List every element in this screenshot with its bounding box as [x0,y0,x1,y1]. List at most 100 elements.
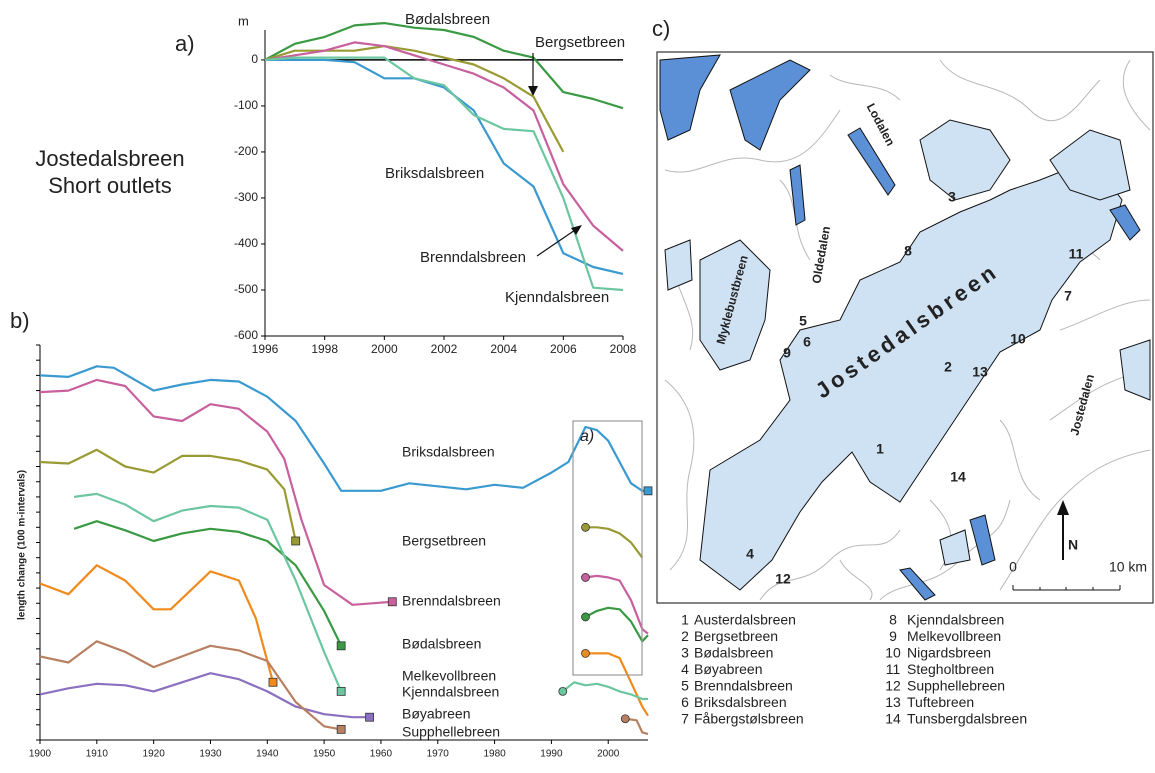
legend-name: Bøyabreen [694,661,762,677]
end-marker [336,724,346,734]
end-marker [365,712,374,722]
series-label: Brenndalsbreen [402,593,501,609]
scale-label: 0 [1009,559,1017,575]
series-line [39,448,644,559]
site-number: 2 [944,359,952,375]
legend-name: Tuftebreen [907,694,974,710]
legend-number: 10 [885,645,901,661]
site-number: 3 [948,189,956,205]
x-tick-label: 1950 [313,749,336,760]
x-tick-label: 2002 [431,342,458,356]
site-number: 9 [783,345,791,361]
legend-name: Nigardsbreen [907,645,991,661]
scale-label: 10 km [1109,559,1147,575]
start-marker [581,522,590,532]
legend-name: Briksdalsbreen [694,694,787,710]
x-tick-label: 1990 [540,749,563,760]
legend-name: Supphellebreen [907,678,1005,694]
legend-name: Austerdalsbreen [694,612,796,628]
y-tick-label: -100 [234,98,258,112]
legend-number: 14 [885,711,901,727]
series-line [73,520,649,647]
end-marker [268,677,278,687]
series-label: Bøyabreen [402,706,470,722]
site-number: 5 [799,313,807,329]
series-label: Bødalsbreen [402,636,481,652]
north-arrowhead [1057,500,1069,515]
series-line [265,58,624,275]
x-tick-label: 1980 [483,749,506,760]
legend-name: Brenndalsbreen [694,678,793,694]
x-tick-label: 1920 [143,749,166,760]
series-line [264,45,565,153]
legend-number: 5 [681,678,689,694]
site-number: 4 [746,546,754,562]
x-tick-label: 1900 [29,749,52,760]
panel-label: a) [175,31,195,56]
legend-number: 2 [681,628,689,644]
legend-number: 6 [681,694,689,710]
series-label: Kjenndalsbreen [402,684,499,700]
legend-number: 11 [886,661,901,677]
start-marker [620,714,630,724]
x-tick-label: 1910 [86,749,109,760]
series-line [39,564,649,717]
site-number: 12 [775,571,791,587]
y-tick-label: 0 [251,52,258,66]
end-marker [336,686,346,696]
x-tick-label: 1940 [256,749,279,760]
x-tick-label: 2004 [490,342,517,356]
site-number: 10 [1010,331,1026,347]
legend-number: 9 [889,628,897,644]
y-tick-label: -200 [234,144,258,158]
arrowhead [528,86,538,96]
x-tick-label: 1970 [427,749,450,760]
series-label: Bergsetbreen [535,34,625,51]
start-marker [558,686,568,696]
legend-name: Fåbergstølsbreen [694,711,804,727]
inset-box [572,420,643,676]
inset-label: a) [580,428,594,445]
legend-name: Bergsetbreen [694,628,778,644]
series-label: Melkevollbreen [402,668,496,684]
x-tick-label: 2000 [371,342,398,356]
site-number: 14 [950,469,966,485]
x-tick-label: 1998 [311,342,338,356]
site-number: 11 [1069,246,1084,262]
legend-number: 13 [885,694,901,710]
end-marker [336,641,346,651]
series-line [39,640,649,735]
series-label: Briksdalsbreen [385,165,484,182]
series-line [264,56,624,292]
scale-bar [1012,585,1121,591]
x-tick-label: 1960 [370,749,393,760]
series-label: Supphellebreen [402,724,500,740]
legend-number: 8 [889,612,897,628]
end-marker [643,486,653,496]
site-number: 7 [1064,288,1072,304]
legend-name: Bødalsbreen [694,645,773,661]
panel-label: c) [652,16,670,41]
ice [664,119,1151,591]
map [656,51,1154,604]
site-number: 13 [972,364,988,380]
arrow [536,227,579,257]
series-line [264,41,624,252]
series-label: Brenndalsbreen [420,249,526,266]
end-marker [291,536,301,546]
x-tick-label: 2000 [597,749,620,760]
panel-label: b) [10,308,30,333]
legend-name: Kjenndalsbreen [907,612,1004,628]
legend-number: 3 [681,645,689,661]
legend-number: 12 [885,678,901,694]
start-marker [581,612,590,622]
series-line [39,365,648,492]
series-line [73,492,648,701]
y-tick-label: -600 [234,328,258,342]
legend-number: 1 [681,612,689,628]
series-label: Briksdalsbreen [402,444,495,460]
y-tick-label: -400 [234,236,258,250]
legend-name: Melkevollbreen [907,628,1001,644]
series-label: Kjenndalsbreen [505,289,609,306]
